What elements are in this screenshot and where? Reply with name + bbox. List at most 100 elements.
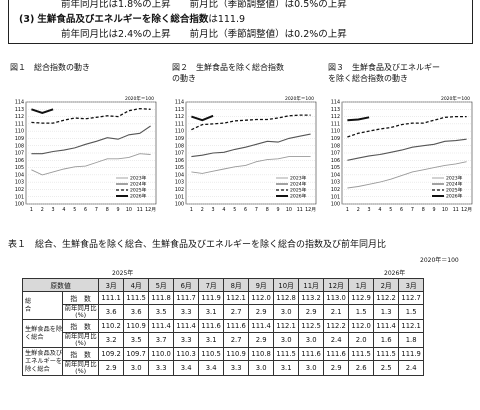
table-title: 表１ 総合、生鮮食品を除く総合、生鮮食品及びエネルギーを除く総合の指数及び前年同… [8,240,387,250]
x-tick-label: 11 [453,207,459,213]
pct-cell: 3.0 [123,360,150,376]
x-tick-label: 3 [52,207,55,213]
y-tick-label: 101 [331,194,340,200]
y-tick-label: 105 [331,165,340,171]
figure-2-caption-line1: 図２ 生鮮食品を除く総合指数 [172,63,284,72]
pct-cell: 3.0 [248,360,275,376]
index-cell: 111.8 [148,291,175,305]
month-header: 11月 [298,278,325,292]
index-cell: 111.7 [173,291,200,305]
series-line-2024年 [347,138,467,161]
item-3-value: は111.9 [208,14,246,25]
index-cell: 110.8 [248,347,275,361]
legend-entry: 2025年 [130,187,147,194]
summary-box: 前年同月比は1.8%の上昇 前月比（季節調整値）は0.5%の上昇 (3) 生鮮食… [8,0,473,44]
figure-1-caption-line1: 図１ 総合指数の動き [10,63,90,72]
header-label: 原数値 [21,278,100,292]
x-tick-label: 2 [357,207,360,213]
x-tick-label: 3 [368,207,371,213]
figure-2-chart: 2020年＝100 100 101 102 103 104 105 106 107 108 109 1… [168,94,320,218]
figure-2-caption: 図２ 生鮮食品を除く総合指数 の動き [172,62,284,84]
pct-cell: 3.7 [148,332,175,348]
x-tick-label: 11 [297,207,303,213]
month-header: 3月 [398,278,425,292]
y-tick-label: 110 [15,129,24,135]
y-tick-label: 102 [175,187,184,193]
y-tick-label: 106 [15,158,24,164]
index-cell: 112.5 [298,319,325,333]
index-cell: 111.5 [373,347,400,361]
figure-3-caption-line1: 図３ 生鮮食品及びエネルギー [328,63,440,72]
y-tick-label: 103 [15,180,24,186]
pct-cell: 3.4 [198,360,225,376]
table-row-pct: 前年同月比 (%) 3.6 3.6 3.5 3.3 3.1 2.7 2.9 3.0 2.9 2.1 1.… [23,304,425,320]
series-line-2023年 [191,156,311,174]
x-tick-label: 3 [212,207,215,213]
y-tick-label: 114 [15,100,24,106]
index-cell: 112.0 [348,319,375,333]
figure-2-caption-line2: の動き [172,74,196,83]
x-tick-label: 8 [422,207,425,213]
series-line-2025年 [191,114,311,131]
index-cell: 112.2 [373,291,400,305]
legend-entry: 2024年 [130,181,147,188]
pct-cell: 2.5 [373,360,400,376]
pct-cell: 3.3 [173,332,200,348]
series-line-2026年 [31,108,54,114]
month-header: 6月 [173,278,200,292]
item-3-label: 生鮮食品及びエネルギーを除く総合指数 [37,14,209,25]
pct-label: 前年同月比 (%) [62,360,100,376]
month-header: 9月 [248,278,275,292]
pct-cell: 2.4 [398,360,425,376]
pct-cell: 3.0 [273,332,300,348]
y-tick-label: 112 [331,114,340,120]
y-tick-label: 100 [331,202,340,208]
summary-line-1: 前年同月比は1.8%の上昇 前月比（季節調整値）は0.5%の上昇 [61,0,347,10]
table-year-2026: 2026年 [384,270,406,277]
pct-cell: 3.3 [148,360,175,376]
index-cell: 111.4 [148,319,175,333]
x-tick-label: 1 [346,207,349,213]
index-cell: 109.7 [123,347,150,361]
index-cell: 110.2 [98,319,125,333]
index-cell: 110.9 [123,319,150,333]
table-year-2025: 2025年 [112,270,134,277]
legend-entry: 2025年 [290,187,307,194]
summary-line-3: 前年同月比は2.4%の上昇 前月比（季節調整値）は0.2%の上昇 [61,29,347,40]
pct-cell: 2.9 [98,360,125,376]
pct-label: 前年同月比 (%) [62,304,100,320]
index-cell: 112.1 [398,319,425,333]
y-tick-label: 100 [15,202,24,208]
pct-cell: 2.6 [348,360,375,376]
y-tick-label: 109 [175,136,184,142]
row-category: 生鮮食品及びエネルギーを除く総合 [21,347,64,376]
x-tick-label: 9 [277,207,280,213]
chart-2-svg: 2020年＝1001001011021031041051061071081091… [175,95,317,213]
pct-cell: 1.6 [373,332,400,348]
y-tick-label: 102 [331,187,340,193]
index-cell: 111.6 [298,347,325,361]
month-header: 10月 [273,278,300,292]
series-line-2024年 [31,125,151,155]
x-tick-label: 7 [411,207,414,213]
pct-cell: 3.5 [123,332,150,348]
pct-cell: 3.0 [273,304,300,320]
legend-entry: 2023年 [130,175,147,182]
month-header: 5月 [148,278,175,292]
y-tick-label: 113 [175,107,184,113]
y-tick-label: 107 [331,151,340,157]
pct-cell: 2.9 [248,332,275,348]
x-tick-label: 2 [201,207,204,213]
pct-cell: 3.1 [273,360,300,376]
pct-cell: 3.6 [98,304,125,320]
y-tick-label: 114 [331,100,340,106]
pct-cell: 3.6 [123,304,150,320]
pct-cell: 3.0 [298,332,325,348]
x-tick-label: 11 [137,207,143,213]
index-cell: 111.6 [323,347,350,361]
index-label: 指 数 [62,319,100,333]
index-cell: 113.2 [298,291,325,305]
x-tick-label: 6 [84,207,87,213]
x-tick-label: 10 [286,207,292,213]
y-tick-label: 113 [15,107,24,113]
